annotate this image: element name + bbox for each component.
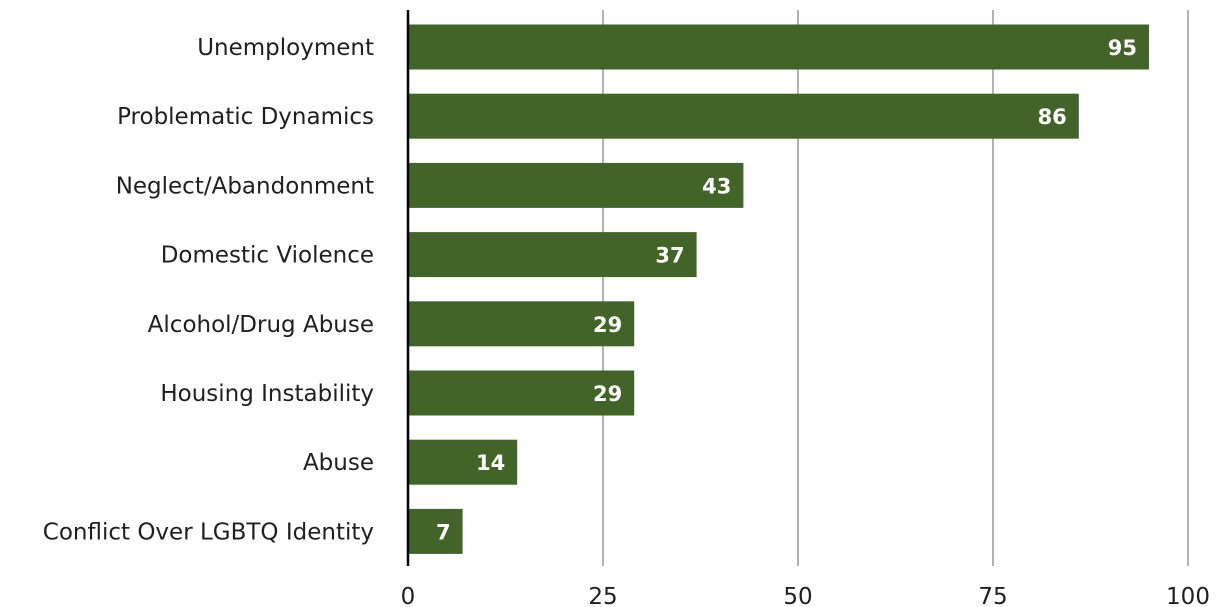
bar-1 [408, 24, 1149, 70]
data-label-2: 86 [1038, 105, 1067, 129]
bar-7 [408, 439, 518, 485]
bars [408, 24, 1149, 554]
x-tick-label-100: 100 [1166, 584, 1210, 607]
x-tick-label-0: 0 [401, 584, 416, 607]
data-label-1: 95 [1108, 36, 1137, 60]
bar-5 [408, 301, 635, 347]
category-label-1: Unemployment [197, 35, 374, 61]
bar-3 [408, 162, 744, 208]
data-label-3: 43 [702, 174, 731, 198]
bar-8 [408, 508, 463, 554]
x-tick-label-50: 50 [783, 584, 812, 607]
category-label-2: Problematic Dynamics [117, 104, 374, 130]
data-label-5: 29 [593, 313, 622, 337]
category-label-7: Abuse [303, 450, 374, 476]
category-label-4: Domestic Violence [161, 243, 374, 269]
data-label-8: 7 [436, 520, 451, 544]
bar-2 [408, 93, 1079, 139]
gridlines [602, 10, 1189, 566]
x-tick-label-25: 25 [588, 584, 617, 607]
data-label-6: 29 [593, 382, 622, 406]
data-label-7: 14 [476, 451, 505, 475]
bar-4 [408, 232, 697, 278]
category-label-8: Conflict Over LGBTQ Identity [43, 519, 374, 545]
labels: 0 25 50 75 100 Unemployment 95 Problematic Dyna… [43, 35, 1210, 607]
x-tick-label-75: 75 [978, 584, 1007, 607]
category-label-5: Alcohol/Drug Abuse [148, 312, 374, 338]
bar-6 [408, 370, 635, 416]
category-label-3: Neglect/Abandonment [116, 173, 374, 199]
data-label-4: 37 [655, 244, 684, 268]
category-label-6: Housing Instability [160, 381, 374, 407]
